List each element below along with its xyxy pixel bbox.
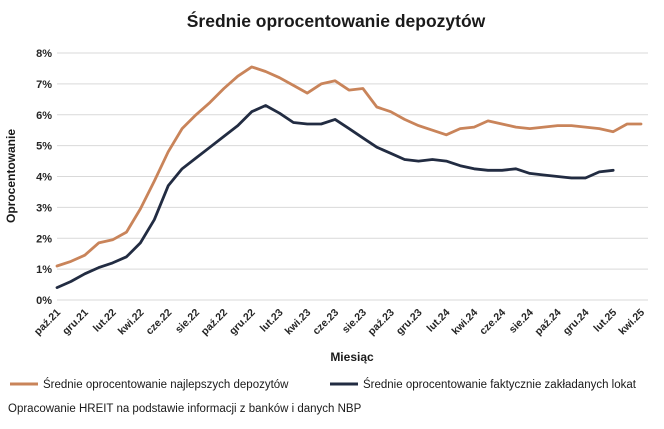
x-tick-label: sie.24: [507, 307, 536, 336]
x-tick-label: paź.21: [32, 307, 63, 338]
x-axis-title: Miesiąc: [330, 350, 374, 364]
y-tick-label: 3%: [36, 202, 52, 214]
legend-label-best-deposits: Średnie oprocentowanie najlepszych depoz…: [43, 378, 289, 391]
y-tick-label: 4%: [36, 172, 52, 184]
x-tick-label: gru.21: [60, 307, 91, 338]
x-tick-label: lut.24: [425, 307, 453, 335]
x-tick-label: lut.22: [91, 307, 119, 335]
y-tick-label: 0%: [36, 295, 52, 307]
y-tick-label: 8%: [36, 48, 52, 60]
source-attribution: Opracowanie HREIT na podstawie informacj…: [8, 403, 362, 415]
x-tick-label: paź.23: [366, 307, 397, 338]
y-axis-title: Oprocentowanie: [4, 129, 18, 223]
x-tick-label: sie.22: [173, 307, 202, 336]
x-tick-label: kwi.24: [449, 307, 480, 338]
x-tick-label: gru.24: [561, 307, 592, 338]
legend-label-actual-deposits: Średnie oprocentowanie faktycznie zakład…: [363, 378, 637, 391]
x-tick-label: kwi.23: [283, 307, 314, 338]
y-tick-label: 1%: [36, 264, 52, 276]
x-tick-label: kwi.25: [616, 307, 647, 338]
x-tick-label: kwi.22: [116, 307, 147, 338]
x-tick-label: sie.23: [340, 307, 369, 336]
series-line-1: [55, 104, 615, 290]
data-series-lines: [55, 65, 643, 290]
x-tick-label: gru.23: [394, 307, 425, 338]
x-tick-label: gru.22: [227, 307, 258, 338]
chart-title: Średnie oprocentowanie depozytów: [187, 10, 486, 31]
x-tick-label: cze.23: [310, 307, 341, 338]
y-tick-label: 7%: [36, 79, 52, 91]
x-tick-label: paź.22: [199, 307, 230, 338]
series-line-0: [55, 65, 643, 268]
x-tick-label: lut.23: [258, 307, 286, 335]
y-tick-label: 6%: [36, 110, 52, 122]
x-tick-label: lut.25: [591, 307, 619, 335]
y-axis-tick-labels: 0% 1% 2% 3% 4% 5% 6% 7% 8%: [36, 48, 52, 307]
x-tick-label: cze.22: [144, 307, 175, 338]
y-tick-label: 2%: [36, 233, 52, 245]
y-tick-label: 5%: [36, 141, 52, 153]
x-tick-label: cze.24: [477, 307, 508, 338]
x-tick-label: paź.24: [533, 307, 564, 338]
chart-legend: Średnie oprocentowanie najlepszych depoz…: [10, 378, 637, 391]
